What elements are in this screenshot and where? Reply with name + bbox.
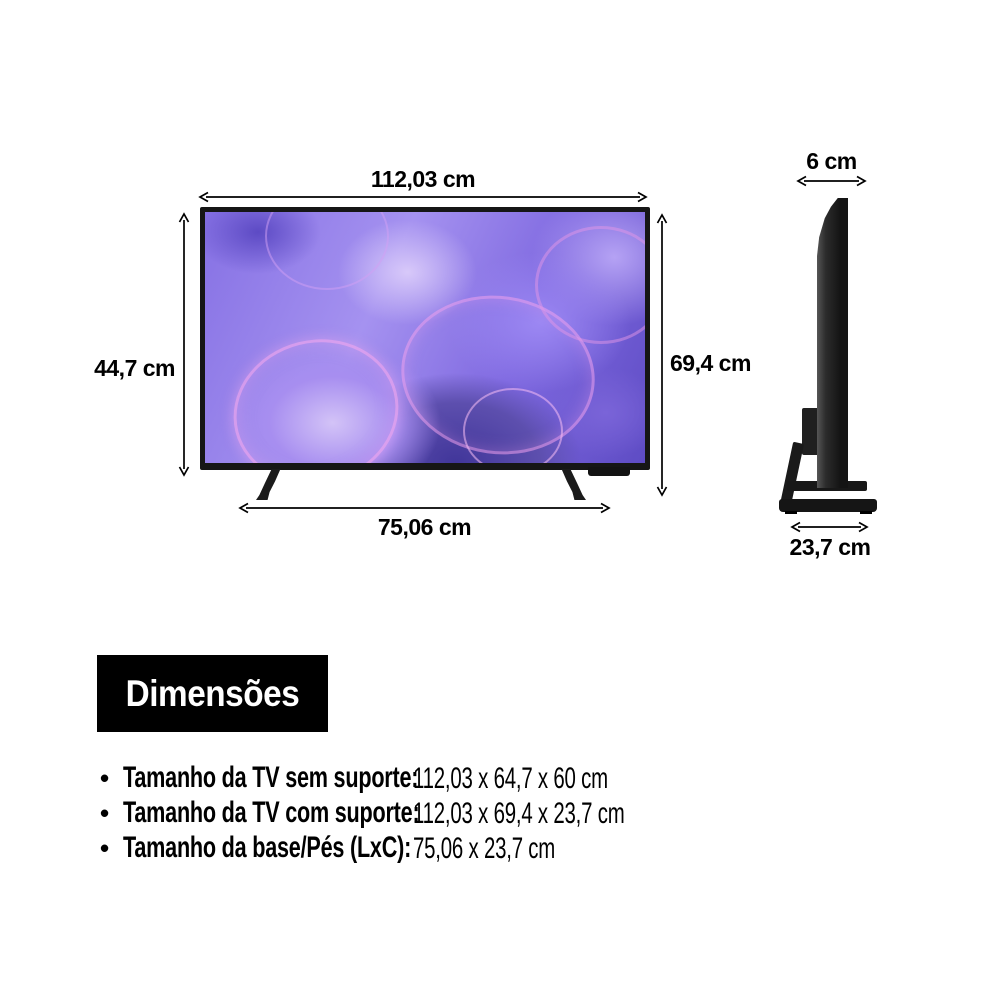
spec-row-tv-with-stand: • Tamanho da TV com suporte: 112,03 x 69…	[0, 796, 1000, 831]
front-total-height-label: 69,4 cm	[670, 350, 751, 376]
tv-side-view-panel	[817, 198, 848, 488]
screen-art-bubble	[218, 322, 414, 463]
spec-value: 112,03 x 69,4 x 23,7 cm	[413, 797, 625, 830]
spec-label: Tamanho da TV com suporte:	[123, 796, 420, 829]
stand-base-pad	[785, 511, 797, 514]
side-depth-label: 6 cm	[806, 148, 857, 174]
tv-front-view	[200, 207, 650, 476]
screen-art-bubble	[463, 388, 563, 463]
base-depth-arrow	[790, 521, 869, 533]
stand-base-pad	[860, 511, 872, 514]
dimensions-heading-title: Dimensões	[125, 672, 300, 714]
tv-ir-sensor-tab	[588, 467, 630, 476]
tv-left-foot	[256, 469, 281, 500]
front-height-arrow	[178, 212, 190, 477]
front-width-label: 112,03 cm	[370, 166, 476, 192]
front-height-label: 44,7 cm	[94, 355, 175, 381]
tv-side-stand-base	[779, 499, 877, 512]
feet-span-label: 75,06 cm	[377, 514, 472, 540]
spec-value: 75,06 x 23,7 cm	[413, 832, 556, 865]
bullet-icon: •	[100, 833, 110, 863]
tv-side-stand-bracket	[802, 408, 819, 455]
spec-label: Tamanho da TV sem suporte:	[123, 761, 419, 794]
spec-row-base-feet: • Tamanho da base/Pés (LxC): 75,06 x 23,…	[0, 831, 1000, 866]
spec-value: 112,03 x 64,7 x 60 cm	[413, 762, 608, 795]
side-depth-arrow	[796, 175, 867, 187]
tv-right-foot	[552, 469, 586, 500]
screen-art-bubble	[265, 212, 389, 290]
spec-row-tv-without-stand: • Tamanho da TV sem suporte: 112,03 x 64…	[0, 761, 1000, 796]
bullet-icon: •	[100, 763, 110, 793]
tv-side-stand-leg	[780, 441, 804, 503]
front-width-arrow	[198, 191, 648, 203]
dimensions-heading-box: Dimensões	[97, 655, 328, 732]
feet-span-arrow	[238, 502, 611, 514]
screen-art-bubble	[535, 226, 645, 344]
base-depth-label: 23,7 cm	[789, 534, 871, 560]
front-total-height-arrow	[656, 213, 668, 497]
spec-label: Tamanho da base/Pés (LxC):	[123, 831, 412, 864]
tv-screen-image	[205, 212, 645, 463]
bullet-icon: •	[100, 798, 110, 828]
